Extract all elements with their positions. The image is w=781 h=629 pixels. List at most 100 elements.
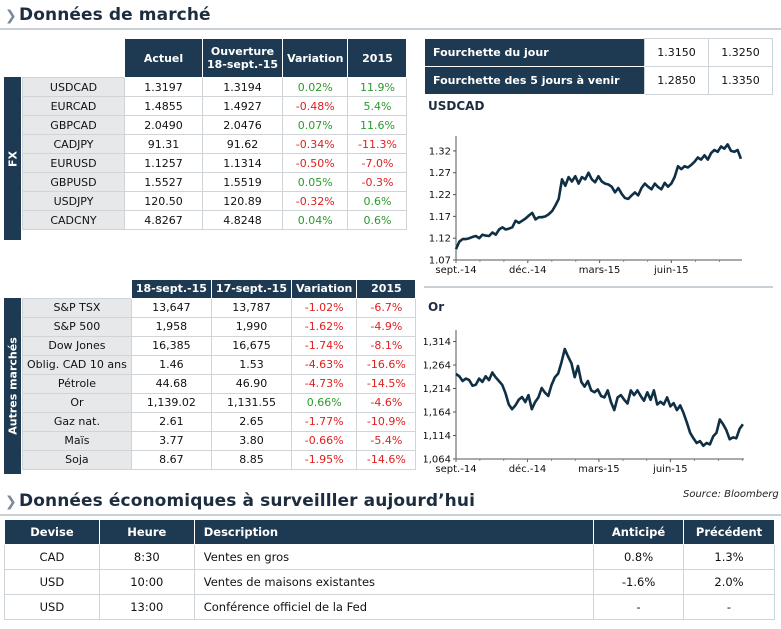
series-line (455, 347, 744, 448)
fx-ouverture-value: 1.5519 (201, 172, 284, 192)
econ-expected: 0.8% (593, 544, 685, 570)
range-row: Fourchette du jour 1.3150 1.3250 (425, 38, 773, 67)
fx-ytd-value: -0.3% (347, 172, 408, 192)
x-tick-label: mars-15 (579, 265, 621, 276)
fx-row: USDCAD 1.3197 1.3194 0.02% 11.9% (22, 77, 408, 97)
econ-previous: 1.3% (683, 544, 775, 570)
gold-chart-title: Or (428, 300, 445, 314)
econ-section-title: Données économiques à surveilller aujour… (19, 491, 476, 511)
econ-description: Ventes de maisons existantes (193, 569, 595, 595)
fx-pair-name: GBPUSD (22, 172, 125, 192)
fx-variation-value: -0.50% (282, 153, 349, 173)
other-market-row: Gaz nat. 2.61 2.65 -1.77% -10.9% (22, 411, 417, 432)
range-table: Fourchette du jour 1.3150 1.3250 Fourchette… (425, 38, 773, 95)
fx-pair-name: CADCNY (22, 210, 125, 230)
fx-row: USDJPY 120.50 120.89 -0.32% 0.6% (22, 191, 408, 211)
market-value-day2: 3.80 (210, 430, 293, 451)
econ-time: 8:30 (98, 544, 195, 570)
market-value-day2: 16,675 (210, 335, 293, 356)
econ-currency: CAD (4, 544, 100, 570)
market-value-day2: 1.53 (210, 354, 293, 375)
market-variation-value: -0.66% (290, 430, 358, 451)
econ-expected: -1.6% (593, 569, 685, 595)
econ-header-heure: Heure (98, 519, 195, 545)
fx-variation-value: -0.32% (282, 191, 349, 211)
market-value-day1: 1,958 (130, 316, 212, 337)
fx-variation-value: -0.48% (282, 96, 349, 116)
fx-row: CADCNY 4.8267 4.8248 0.04% 0.6% (22, 210, 408, 230)
market-name: Soja (22, 449, 132, 470)
market-value-day2: 46.90 (210, 373, 293, 394)
fx-header-variation: Variation (282, 38, 349, 78)
market-name: Maïs (22, 430, 132, 451)
market-ytd-value: -4.6% (356, 392, 417, 413)
market-name: Dow Jones (22, 335, 132, 356)
range-label: Fourchette des 5 jours à venir (425, 66, 645, 95)
market-value-day1: 8.67 (130, 449, 212, 470)
y-tick-label: 1,264 (424, 361, 451, 372)
fx-actuel-value: 120.50 (124, 191, 203, 211)
market-value-day1: 16,385 (130, 335, 212, 356)
source-note: Source: Bloomberg (683, 489, 779, 500)
y-tick-label: 1.27 (429, 168, 451, 179)
chevron-right-icon: ❯ (5, 494, 17, 510)
fx-ouverture-value: 1.1314 (201, 153, 284, 173)
fx-header-ouverture: Ouverture 18-sept.-15 (201, 38, 284, 78)
econ-table: Devise Heure Description Anticipé Précéd… (4, 519, 775, 620)
other-market-row: S&P 500 1,958 1,990 -1.62% -4.9% (22, 316, 417, 337)
chevron-right-icon: ❯ (5, 8, 17, 24)
y-tick-label: 1,164 (424, 408, 451, 419)
market-ytd-value: -14.6% (356, 449, 417, 470)
fx-actuel-value: 1.3197 (124, 77, 203, 97)
other-header-date1: 18-sept.-15 (130, 279, 212, 299)
fx-ouverture-value: 2.0476 (201, 115, 284, 135)
other-header-date2: 17-sept.-15 (210, 279, 293, 299)
fx-actuel-value: 1.4855 (124, 96, 203, 116)
market-value-day1: 1.46 (130, 354, 212, 375)
market-name: Pétrole (22, 373, 132, 394)
x-tick-label: mars-15 (578, 464, 620, 475)
econ-row: USD 10:00 Ventes de maisons existantes -1.6… (4, 569, 775, 595)
x-tick-label: juin-15 (653, 265, 689, 276)
range-low: 1.3150 (644, 38, 709, 67)
market-variation-value: -1.95% (290, 449, 358, 470)
econ-header-anticipe: Anticipé (593, 519, 685, 545)
x-tick-label: sept.-14 (435, 464, 476, 475)
market-value-day1: 3.77 (130, 430, 212, 451)
x-tick-label: déc.-14 (509, 264, 547, 276)
other-market-row: Dow Jones 16,385 16,675 -1.74% -8.1% (22, 335, 417, 356)
range-label: Fourchette du jour (425, 38, 645, 67)
fx-pair-name: EURUSD (22, 153, 125, 173)
market-ytd-value: -8.1% (356, 335, 417, 356)
x-tick-label: déc.-14 (509, 463, 547, 475)
fx-variation-value: 0.04% (282, 210, 349, 230)
fx-ytd-value: 5.4% (347, 96, 408, 116)
gold-chart: 1,314 1,264 1,214 1,164 1,114 1,064 sept.-14 dé… (422, 318, 773, 484)
fx-header-actuel: Actuel (124, 38, 203, 78)
econ-description: Ventes en gros (193, 544, 595, 570)
econ-expected: - (593, 594, 685, 620)
other-markets-side-label: Autres marchés (4, 298, 21, 474)
market-variation-value: -1.77% (290, 411, 358, 432)
econ-header-precedent: Précédent (683, 519, 775, 545)
y-tick-label: 1.22 (429, 190, 451, 201)
market-ytd-value: -16.6% (356, 354, 417, 375)
fx-pair-name: USDJPY (22, 191, 125, 211)
series-line (454, 143, 743, 250)
fx-variation-value: 0.07% (282, 115, 349, 135)
market-name: S&P TSX (22, 297, 132, 318)
market-ytd-value: -6.7% (356, 297, 417, 318)
market-value-day2: 1,990 (210, 316, 293, 337)
fx-pair-name: GBPCAD (22, 115, 125, 135)
other-market-row: Pétrole 44.68 46.90 -4.73% -14.5% (22, 373, 417, 394)
market-value-day1: 2.61 (130, 411, 212, 432)
y-tick-label: 1.12 (429, 234, 451, 245)
x-tick-label: juin-15 (652, 464, 688, 475)
y-tick-label: 1.32 (429, 146, 451, 157)
other-header-ytd: 2015 (356, 279, 417, 299)
usdcad-chart: 1.32 1.27 1.22 1.17 1.12 1.07 sept.-14 déc.-14 m… (424, 116, 773, 288)
other-market-row: Maïs 3.77 3.80 -0.66% -5.4% (22, 430, 417, 451)
fx-row: GBPUSD 1.5527 1.5519 0.05% -0.3% (22, 172, 408, 192)
